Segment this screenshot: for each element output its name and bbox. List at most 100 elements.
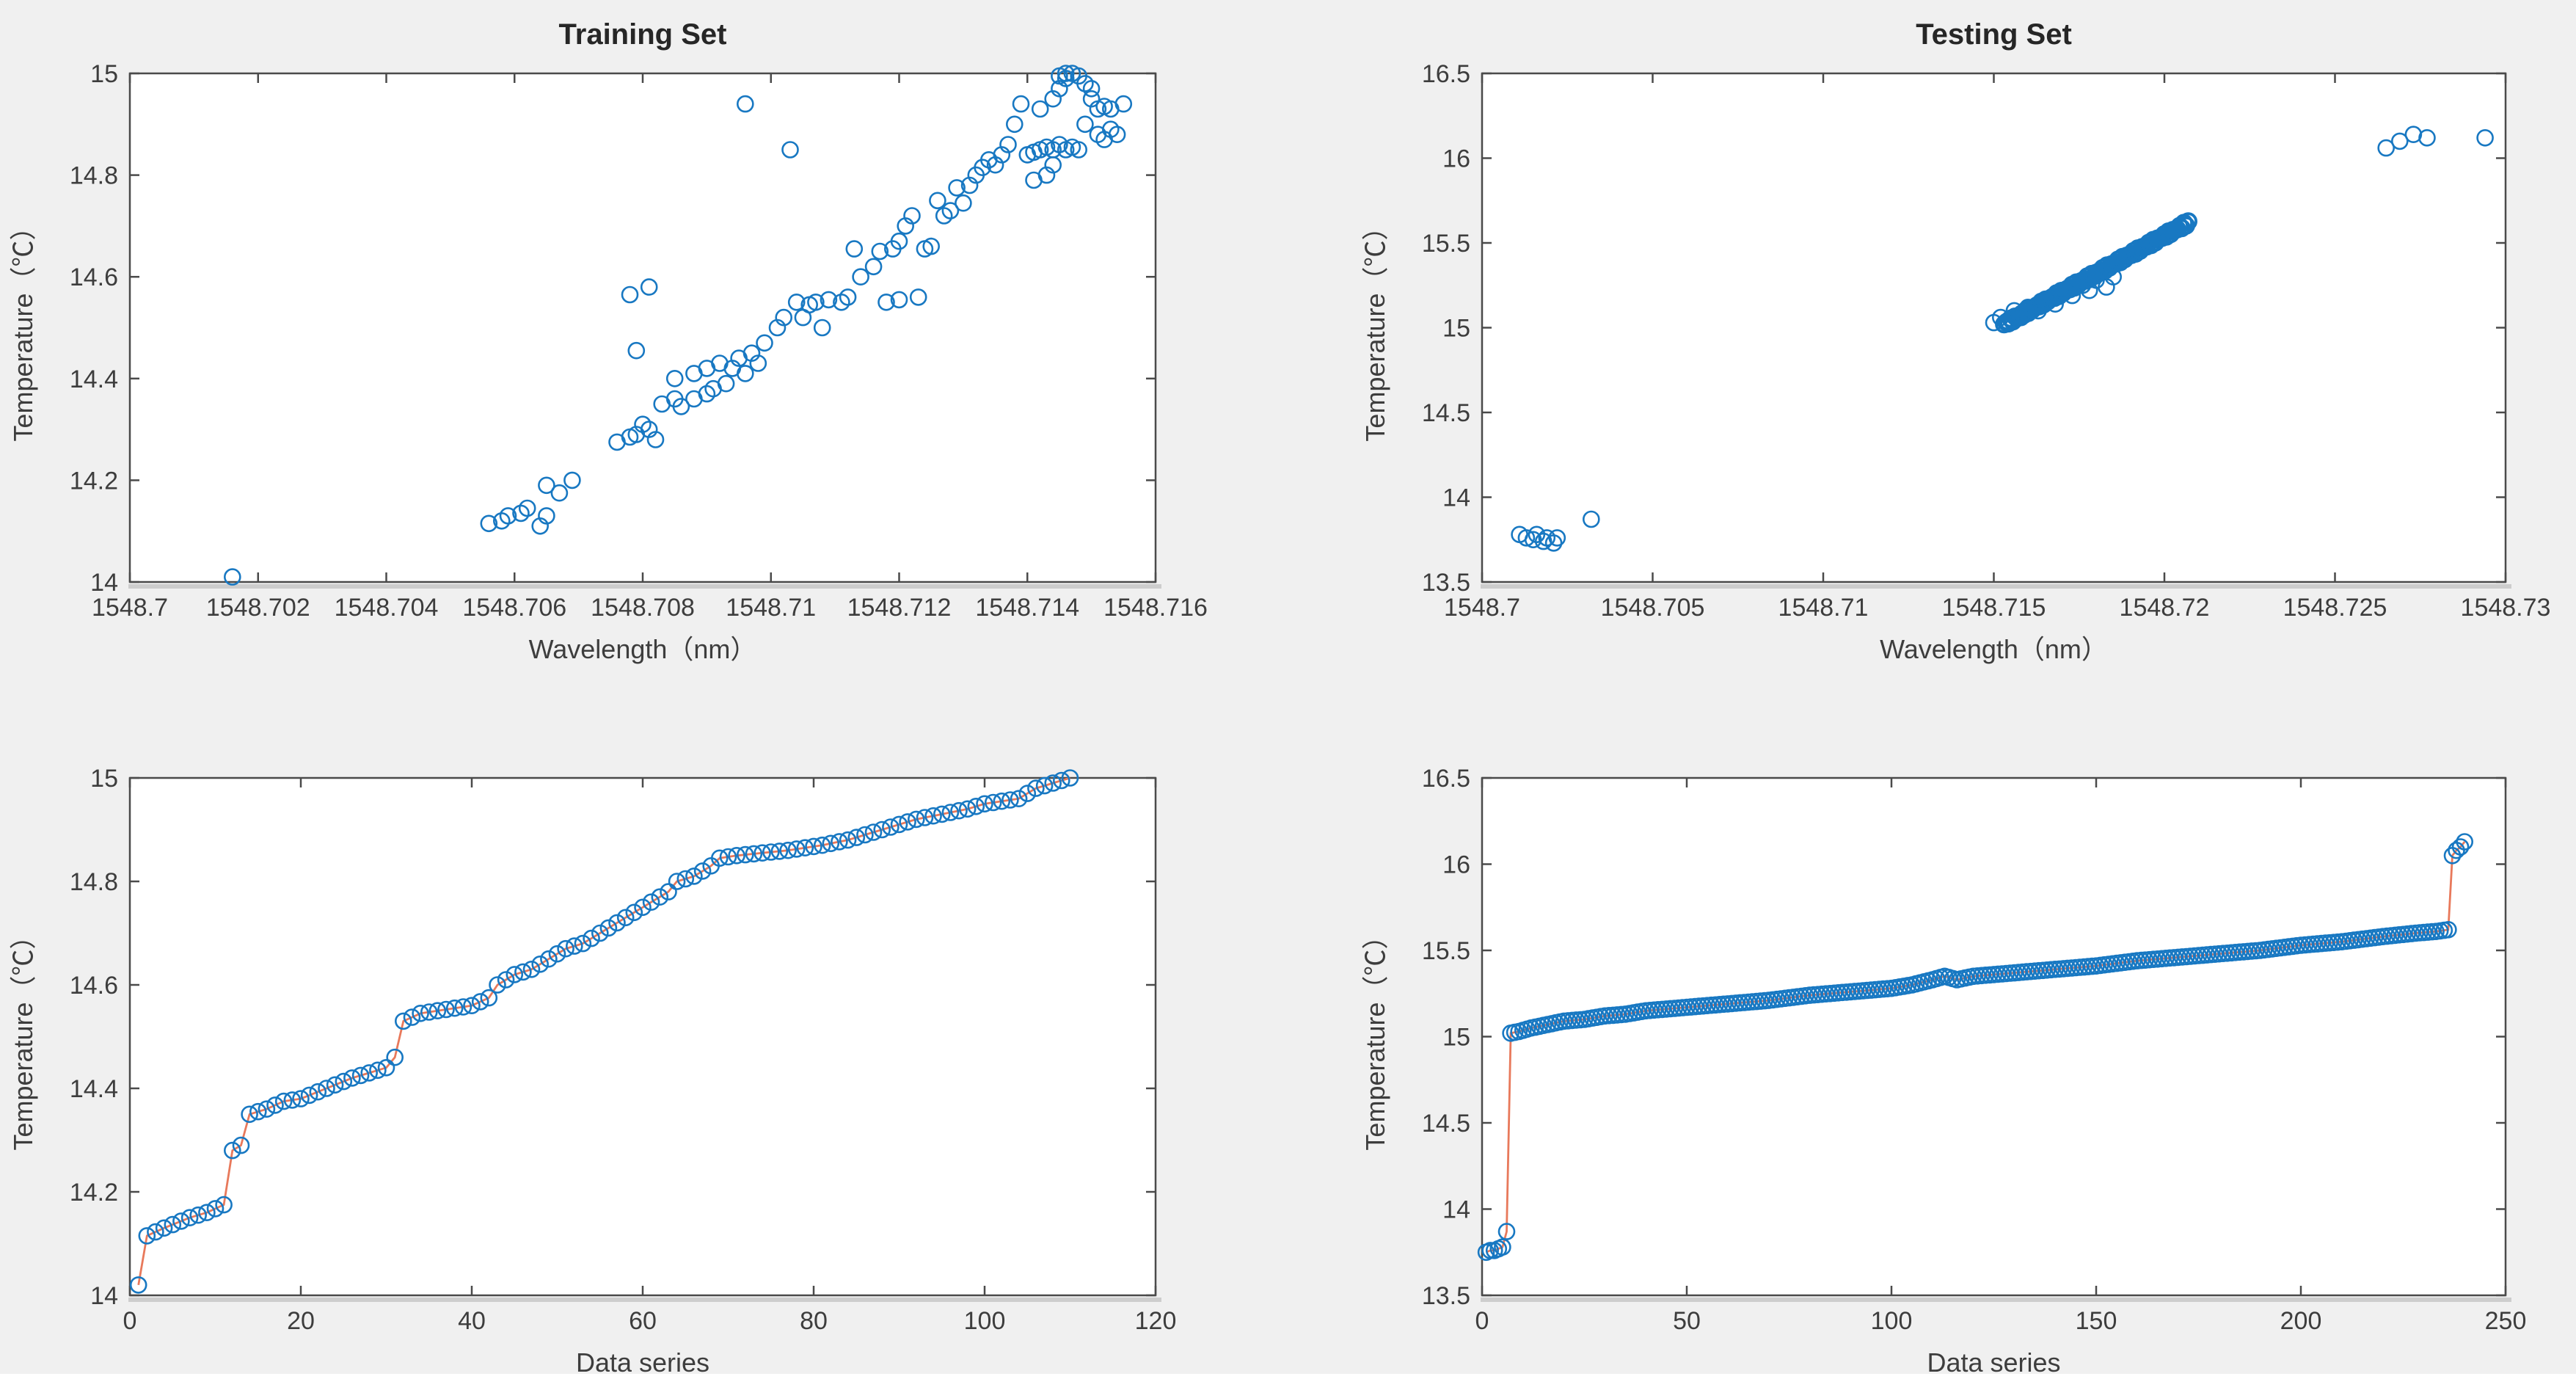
data-marker (1548, 529, 1566, 547)
y-tick-label: 15 (1442, 1024, 1470, 1052)
data-marker (223, 1141, 241, 1160)
data-marker (531, 956, 550, 973)
data-marker (1061, 769, 1079, 787)
data-marker (550, 484, 569, 502)
data-marker (950, 801, 968, 820)
data-marker (924, 807, 942, 825)
panel-training-scatter: 1548.7 1548.702 1548.704 1548.706 1548.708 15… (8, 18, 1208, 664)
data-marker (847, 829, 866, 846)
y-tick-label: 15 (1442, 315, 1470, 343)
data-marker (1494, 1238, 1511, 1256)
data-marker (1051, 67, 1068, 85)
y-axis-label: Temperature（℃） (1360, 923, 1390, 1150)
y-tick-label: 14 (1442, 1196, 1470, 1224)
y-tick-label: 14.2 (70, 467, 118, 495)
data-marker (1108, 125, 1126, 143)
data-marker (497, 971, 515, 989)
data-marker (206, 1200, 225, 1218)
x-tick-label: 1548.715 (1942, 594, 2046, 622)
data-marker (642, 893, 660, 911)
data-marker (300, 1086, 318, 1105)
data-marker (283, 1091, 302, 1109)
data-marker (955, 194, 972, 212)
data-marker (249, 1102, 267, 1121)
data-marker (292, 1090, 310, 1107)
data-marker (668, 873, 686, 890)
data-marker (1044, 774, 1062, 792)
data-marker (941, 202, 960, 219)
y-tick-label: 14.4 (70, 1075, 118, 1103)
data-marker (909, 288, 927, 306)
data-marker (1031, 100, 1049, 118)
data-marker (2440, 921, 2457, 939)
axis-shadow (1481, 1298, 2511, 1302)
data-marker (2377, 139, 2395, 157)
plot-area (1482, 73, 2506, 582)
data-marker (665, 369, 684, 387)
data-marker (335, 1072, 353, 1091)
data-marker (770, 843, 789, 860)
data-marker (616, 909, 635, 927)
y-tick-label: 13.5 (1422, 569, 1470, 597)
panel-testing-scatter: 1548.7 1548.705 1548.71 1548.715 1548.72 1548… (1360, 18, 2550, 664)
data-marker (2029, 302, 2047, 320)
data-marker (599, 919, 618, 937)
plot-area (130, 778, 1156, 1295)
y-tick-label: 16.5 (1422, 60, 1470, 88)
data-marker (719, 848, 737, 866)
x-axis-label: Wavelength（nm） (529, 634, 757, 664)
x-tick-label: 100 (1871, 1307, 1913, 1335)
data-marker (1583, 510, 1600, 528)
data-marker (2104, 268, 2122, 286)
y-tick-label: 14.2 (70, 1179, 118, 1207)
panel-training-sorted: 0 20 40 60 80 100 120 14 14.2 14.4 14.6 14.8 15 Data … (8, 765, 1176, 1374)
data-marker (634, 415, 652, 434)
x-axis-label: Wavelength（nm） (1880, 634, 2108, 664)
data-marker (845, 240, 864, 258)
data-marker (941, 804, 960, 821)
data-marker (856, 826, 874, 844)
data-marker (563, 471, 581, 490)
data-marker (1517, 529, 1536, 547)
data-marker (984, 793, 1002, 812)
data-marker (360, 1064, 379, 1082)
data-marker (749, 354, 767, 372)
data-marker (2391, 132, 2409, 150)
data-marker (1544, 534, 1563, 552)
y-tick-label: 14 (1442, 484, 1470, 512)
data-marker (1001, 791, 1019, 809)
axis-shadow (128, 1298, 1161, 1302)
series-training-scatter (223, 65, 1133, 586)
data-marker (807, 293, 825, 311)
data-marker (1497, 1223, 1516, 1240)
data-marker (805, 837, 822, 856)
data-marker (736, 845, 754, 864)
data-marker (787, 840, 806, 858)
data-marker (1076, 115, 1094, 134)
data-marker (463, 997, 481, 1014)
data-marker (445, 999, 464, 1017)
data-marker (958, 800, 977, 818)
data-marker (999, 136, 1017, 153)
x-tick-label: 200 (2280, 1307, 2322, 1335)
data-marker (693, 862, 712, 880)
y-tick-label: 14.5 (1422, 399, 1470, 427)
data-marker (933, 805, 951, 823)
data-marker (2019, 298, 2037, 316)
y-tick-label: 14.6 (70, 972, 118, 1000)
data-marker (1524, 531, 1542, 549)
data-marker (2063, 286, 2081, 305)
data-marker (189, 1206, 208, 1224)
x-tick-label: 250 (2485, 1307, 2527, 1335)
x-tick-label: 1548.705 (1601, 594, 1705, 622)
y-tick-label: 16 (1442, 145, 1470, 173)
data-marker (762, 843, 780, 861)
data-marker (899, 813, 916, 831)
data-marker (198, 1204, 216, 1221)
data-marker (574, 934, 592, 953)
data-marker (1012, 95, 1030, 113)
data-marker (223, 568, 241, 586)
data-marker (903, 207, 921, 225)
data-marker (651, 888, 669, 906)
